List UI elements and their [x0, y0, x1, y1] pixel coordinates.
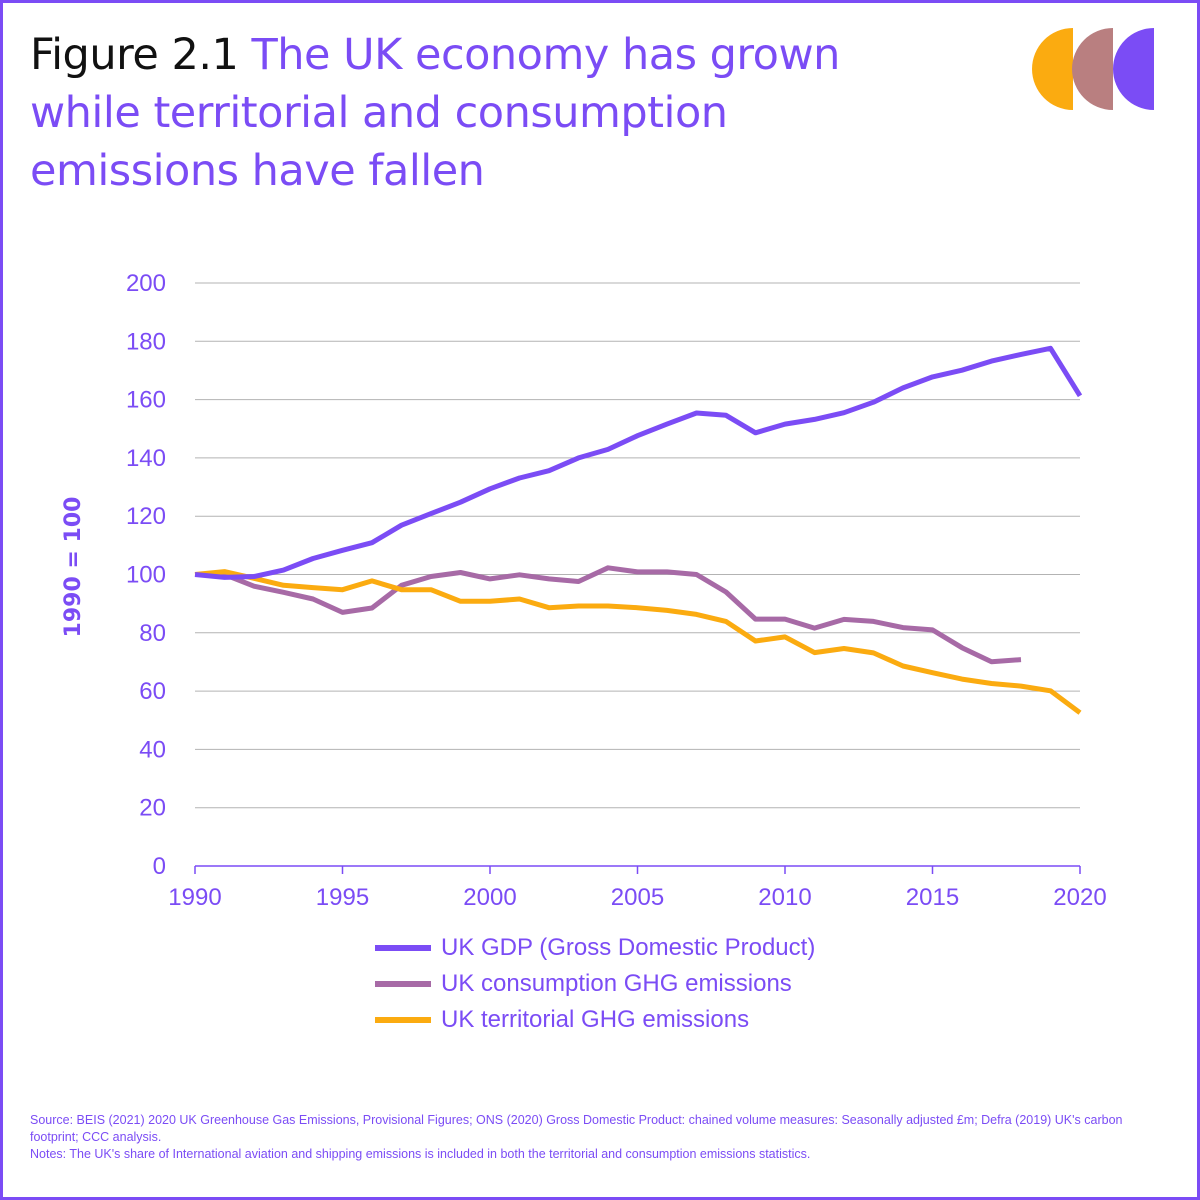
legend-item-gdp: UK GDP (Gross Domestic Product): [375, 930, 815, 966]
gridlines: [195, 282, 1080, 809]
y-tick-label: 200: [126, 270, 166, 297]
logo-shape-purple: [1113, 28, 1154, 110]
series-line: [194, 569, 1082, 715]
y-tick-label: 0: [153, 853, 166, 880]
y-tick-label: 60: [139, 678, 166, 705]
series-line: [194, 345, 1083, 580]
series-line: [195, 565, 1022, 665]
x-tick-label: 2015: [906, 884, 959, 911]
series-1: [194, 565, 1022, 665]
legend-label-gdp: UK GDP (Gross Domestic Product): [441, 934, 816, 961]
series-0: [194, 345, 1083, 580]
axes: [194, 865, 1081, 874]
y-axis-label: 1990 = 100: [61, 497, 86, 638]
logo-shape-orange: [1032, 28, 1073, 110]
y-tick-label: 80: [139, 620, 166, 647]
legend-swatch-territorial: [375, 1017, 431, 1023]
y-tick-labels: 0 20 40 60 80 100 120 140 160 180 200: [126, 270, 166, 880]
legend-item-consumption: UK consumption GHG emissions: [375, 966, 815, 1002]
y-tick-label: 20: [139, 795, 166, 822]
legend: UK GDP (Gross Domestic Product) UK consu…: [375, 930, 815, 1038]
source-notes: Source: BEIS (2021) 2020 UK Greenhouse G…: [30, 1112, 1170, 1163]
x-tick-label: 1990: [168, 884, 221, 911]
x-tick-label: 2000: [463, 884, 516, 911]
y-tick-label: 160: [126, 387, 166, 414]
x-tick-labels: 1990 1995 2000 2005 2010 2015 2020: [168, 884, 1106, 911]
legend-swatch-gdp: [375, 945, 431, 951]
y-tick-label: 140: [126, 445, 166, 472]
y-tick-label: 120: [126, 503, 166, 530]
y-tick-label: 40: [139, 736, 166, 763]
page-title: Figure 2.1 The UK economy has grown whil…: [30, 26, 930, 200]
series-lines: [194, 345, 1083, 715]
source-line: Source: BEIS (2021) 2020 UK Greenhouse G…: [30, 1113, 1123, 1144]
x-tick-label: 2005: [611, 884, 664, 911]
figure-title: The UK economy has grown while territori…: [30, 30, 840, 196]
legend-swatch-consumption: [375, 981, 431, 987]
logo: [1032, 28, 1154, 110]
notes-line: Notes: The UK's share of International a…: [30, 1147, 811, 1161]
x-tick-label: 1995: [316, 884, 369, 911]
logo-shape-mauve: [1072, 28, 1113, 110]
legend-label-consumption: UK consumption GHG emissions: [441, 970, 792, 997]
x-tick-label: 2020: [1053, 884, 1106, 911]
y-tick-label: 100: [126, 562, 166, 589]
x-tick-label: 2010: [758, 884, 811, 911]
legend-item-territorial: UK territorial GHG emissions: [375, 1002, 815, 1038]
figure-label: Figure 2.1: [30, 30, 239, 80]
legend-label-territorial: UK territorial GHG emissions: [441, 1006, 750, 1033]
y-tick-label: 180: [126, 328, 166, 355]
